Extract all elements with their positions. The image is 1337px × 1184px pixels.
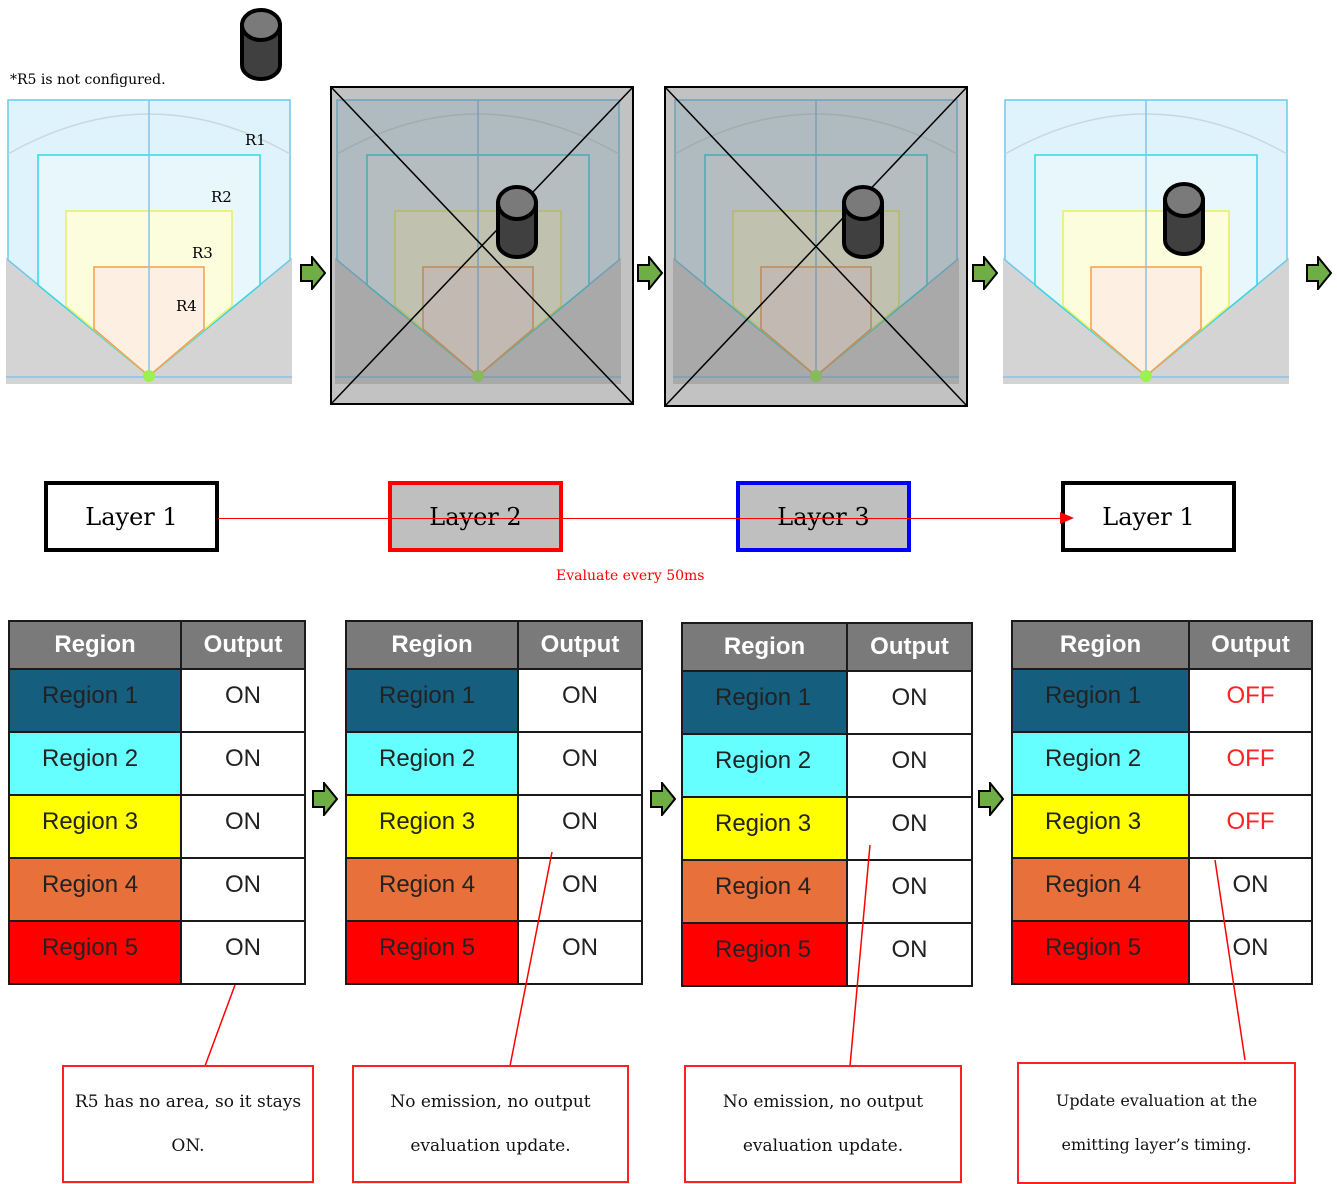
layer-box-2: Layer 2 [388,481,563,552]
output-cell: ON [180,668,306,733]
region-cell: Region 5 [8,920,182,985]
object-cylinder-icon [1163,182,1205,256]
output-cell: ON [1188,857,1313,922]
object-cylinder-icon [240,8,282,81]
object-cylinder-icon [496,185,538,259]
region-cell: Region 1 [8,668,182,733]
next-arrow-icon [978,782,1004,816]
region-cell: Region 2 [345,731,519,796]
output-cell: ON [180,731,306,796]
next-arrow-icon [637,256,663,290]
header-output: Output [180,620,306,670]
output-cell: OFF [1188,731,1313,796]
sensor-panel-1: R1 R2 R3 R4 [6,98,292,384]
next-arrow-icon [1306,256,1332,290]
layer-box-4: Layer 1 [1061,481,1236,552]
region-cell: Region 2 [681,733,848,798]
header-region: Region [1011,620,1190,670]
layer-box-1: Layer 1 [44,481,219,552]
region-cell: Region 3 [1011,794,1190,859]
region-cell: Region 4 [8,857,182,922]
region-cell: Region 3 [681,796,848,861]
region-label-r3: R3 [192,244,213,262]
output-cell: ON [517,794,643,859]
layer-sequence-line [218,518,1063,519]
output-cell: ON [517,731,643,796]
header-output: Output [1188,620,1313,670]
output-cell: ON [517,857,643,922]
output-cell: OFF [1188,668,1313,733]
next-arrow-icon [650,782,676,816]
region-cell: Region 2 [1011,731,1190,796]
region-cell: Region 4 [681,859,848,924]
sensor-panel-4 [1003,98,1289,384]
output-cell: ON [517,920,643,985]
layer-sequence-arrowhead-icon [1060,512,1074,524]
callout-2: No emission, no output evaluation update… [352,1065,629,1183]
region-cell: Region 4 [345,857,519,922]
sensor-panel-2 [335,98,621,384]
output-table-2: Region Output Region 1 ON Region 2 ON Regio… [345,620,643,985]
region-cell: Region 2 [8,731,182,796]
header-output: Output [846,622,973,672]
header-region: Region [681,622,848,672]
region-cell: Region 4 [1011,857,1190,922]
output-cell: ON [180,920,306,985]
header-region: Region [345,620,519,670]
header-region: Region [8,620,182,670]
output-cell: ON [180,857,306,922]
output-cell: ON [846,670,973,735]
output-table-3: Region Output Region 1 ON Region 2 ON Regio… [681,622,973,987]
output-table-4: Region Output Region 1 OFF Region 2 OFF Reg… [1011,620,1313,985]
timing-label: Evaluate every 50ms [556,568,705,584]
output-cell: ON [180,794,306,859]
region-cell: Region 3 [345,794,519,859]
output-cell: ON [846,796,973,861]
disabled-overlay-panel-2 [330,86,634,405]
output-cell: OFF [1188,794,1313,859]
output-cell: ON [846,733,973,798]
callout-4: Update evaluation at the emitting layer’… [1017,1062,1296,1184]
disabled-overlay-panel-3 [664,86,968,407]
region-cell: Region 1 [1011,668,1190,733]
region-cell: Region 5 [345,920,519,985]
object-cylinder-icon [842,185,884,259]
output-cell: ON [517,668,643,733]
header-output: Output [517,620,643,670]
next-arrow-icon [312,782,338,816]
region-cell: Region 3 [8,794,182,859]
region-label-r2: R2 [211,188,232,206]
callout-3: No emission, no output evaluation update… [684,1065,962,1183]
region-label-r4: R4 [176,297,197,315]
output-table-1: Region Output Region 1 ON Region 2 ON Regio… [8,620,306,985]
region-cell: Region 1 [345,668,519,733]
region-cell: Region 5 [1011,920,1190,985]
region-label-r1: R1 [245,131,266,149]
next-arrow-icon [300,256,326,290]
configuration-note: *R5 is not configured. [10,72,166,88]
region-cell: Region 5 [681,922,848,987]
layer-box-3: Layer 3 [736,481,911,552]
callout-1: R5 has no area, so it stays ON. [62,1065,314,1183]
output-cell: ON [846,922,973,987]
region-cell: Region 1 [681,670,848,735]
output-cell: ON [1188,920,1313,985]
next-arrow-icon [972,256,998,290]
